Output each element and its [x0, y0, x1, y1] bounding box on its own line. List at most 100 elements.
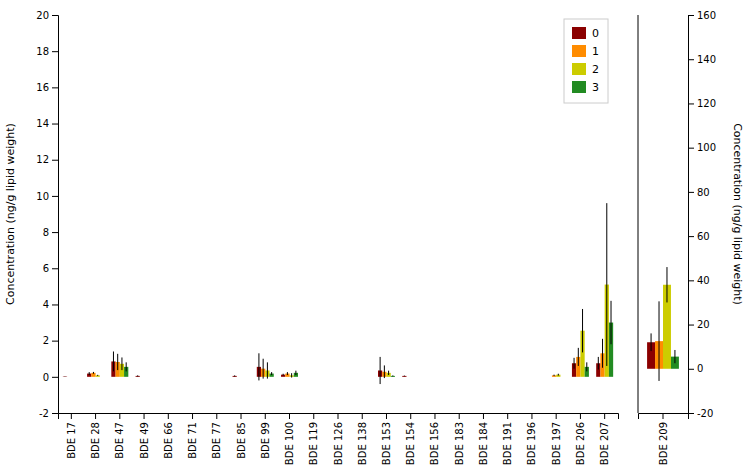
error-bar	[258, 353, 259, 380]
tick-mark	[531, 413, 532, 419]
tick-label: 140	[697, 54, 716, 65]
error-bar	[283, 374, 284, 376]
error-bar	[234, 375, 235, 376]
bar	[148, 376, 152, 377]
tick: BDE 47	[114, 413, 125, 459]
bar	[96, 375, 100, 376]
tick-label: 12	[36, 154, 49, 165]
bar	[415, 376, 419, 377]
tick-mark	[688, 192, 694, 193]
tick: 160	[688, 10, 716, 21]
error-bar	[582, 309, 583, 352]
tick-mark	[688, 325, 694, 326]
tick-mark	[192, 413, 193, 419]
bar	[184, 376, 188, 377]
tick: BDE 156	[429, 413, 440, 465]
error-bar	[64, 376, 65, 377]
bar	[512, 376, 516, 377]
tick-label: 6	[43, 263, 49, 274]
error-bar	[126, 362, 127, 371]
bar	[221, 376, 225, 377]
tick: BDE 126	[333, 413, 344, 465]
error-bar	[554, 375, 555, 376]
bar	[431, 376, 435, 377]
tick-label: 160	[697, 10, 716, 21]
bar	[463, 376, 467, 377]
tick: BDE 154	[405, 413, 416, 465]
axis-line	[689, 16, 695, 414]
legend-swatch	[572, 45, 586, 57]
marks	[647, 267, 679, 381]
tick-label: BDE 28	[90, 422, 101, 459]
series	[671, 350, 679, 369]
bar	[100, 376, 104, 377]
bar	[523, 376, 527, 377]
tick: 20	[36, 10, 58, 21]
error-bar	[404, 375, 405, 377]
bar	[330, 376, 334, 377]
error-bar	[651, 333, 652, 351]
tick-mark	[241, 413, 242, 419]
tick-label: BDE 154	[405, 422, 416, 465]
tick-mark	[688, 280, 694, 281]
tick: BDE 71	[187, 413, 198, 459]
tick-mark	[52, 124, 58, 125]
tick-label: 14	[36, 118, 49, 129]
tick-mark	[52, 341, 58, 342]
error-bar	[137, 375, 138, 376]
error-bar	[558, 374, 559, 376]
bar	[144, 376, 148, 377]
tick-label: 60	[697, 231, 710, 242]
tick-mark	[688, 103, 694, 104]
tick-label: 40	[697, 275, 710, 286]
tick: 16	[36, 82, 58, 93]
tick-mark	[459, 413, 460, 419]
bar	[483, 376, 487, 377]
error-bar	[659, 301, 660, 381]
tick: BDE 77	[211, 413, 222, 459]
tick: 0	[43, 372, 58, 383]
error-bar	[380, 357, 381, 384]
error-bar	[674, 350, 675, 363]
error-bar	[666, 267, 667, 302]
tick: 12	[36, 154, 58, 165]
bar	[552, 375, 556, 376]
bar	[310, 376, 314, 377]
tick-mark	[688, 59, 694, 60]
tick-label: BDE 156	[429, 422, 440, 465]
tick-mark	[663, 413, 664, 419]
marks	[63, 203, 613, 384]
tick: 20	[688, 319, 710, 330]
error-bar	[388, 371, 389, 375]
tick-label: BDE 100	[284, 422, 295, 465]
bar	[459, 376, 463, 377]
tick-mark	[688, 15, 694, 16]
bar	[140, 376, 144, 377]
tick: BDE 138	[357, 413, 368, 465]
tick: BDE 17	[66, 413, 77, 459]
bar	[91, 373, 95, 377]
tick-label: BDE 17	[66, 422, 77, 459]
error-bar	[89, 372, 90, 375]
bar	[338, 376, 342, 377]
tick-mark	[52, 413, 58, 414]
series	[63, 351, 601, 384]
tick-label: BDE 206	[575, 422, 586, 465]
tick-label: -2	[39, 408, 49, 419]
tick: 18	[36, 46, 58, 57]
error-bar	[578, 348, 579, 366]
bar	[193, 376, 197, 377]
legend-item: 0	[572, 27, 599, 40]
bar	[548, 376, 552, 377]
tick: BDE 209	[658, 413, 669, 465]
tick-mark	[410, 413, 411, 419]
tick-mark	[313, 413, 314, 419]
tick: 100	[688, 142, 716, 153]
bar	[358, 376, 362, 377]
bar	[362, 376, 366, 377]
error-bar	[392, 375, 393, 376]
bar	[528, 376, 532, 377]
bar	[318, 376, 322, 377]
bar	[188, 376, 192, 377]
tick: 0	[688, 363, 703, 374]
